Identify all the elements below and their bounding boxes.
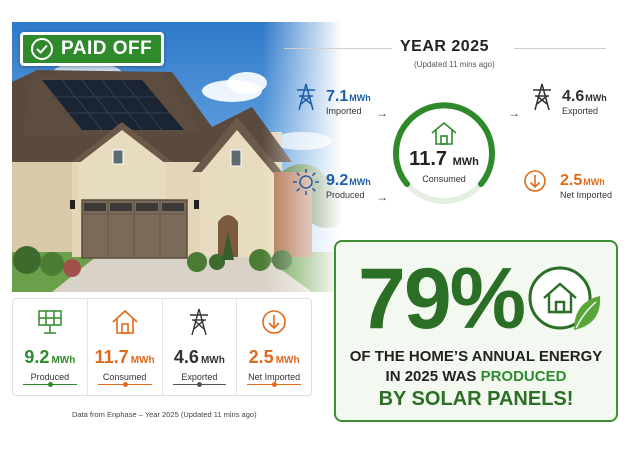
paid-off-label: PAID OFF (61, 38, 153, 59)
stat-label: Exported (181, 372, 218, 382)
power-tower-icon (533, 83, 551, 111)
stat-value: 2.5 (248, 347, 274, 367)
paid-off-badge: PAID OFF (20, 32, 164, 66)
net-imported-label: Net Imported (560, 190, 613, 200)
consumed-ring (393, 102, 495, 204)
solar-summary: 79% OF THE HOME’S ANNUAL ENERGY IN 2025 … (334, 240, 618, 422)
stat-unit: MWh (51, 355, 76, 366)
exported-flow: 4.6MWh Exported (562, 88, 607, 116)
exported-unit: MWh (585, 93, 607, 103)
down-arrow-circle-icon (262, 310, 286, 334)
net-imported-unit: MWh (583, 177, 605, 187)
net-imported-flow: 2.5MWh Net Imported (560, 172, 612, 200)
stats-strip: 9.2 MWh Produced 11.7 MWh Consumed (12, 298, 312, 396)
year-title: YEAR 2025 (400, 38, 489, 55)
stat-produced: 9.2 MWh Produced (13, 299, 88, 395)
stat-consumed: 11.7 MWh Consumed (88, 299, 163, 395)
summary-line-2: IN 2025 WAS PRODUCED (385, 368, 567, 385)
arrow-right-icon: → (376, 106, 388, 120)
exported-value: 4.6 (562, 88, 585, 105)
updated-text: (Updated 11 mins ago) (414, 60, 495, 69)
arrow-right-icon: → (376, 190, 388, 204)
imported-label: Imported (326, 106, 362, 116)
stat-label: Produced (30, 372, 70, 382)
net-imported-value: 2.5 (560, 172, 583, 189)
stat-value: 9.2 (24, 347, 50, 367)
consumed-value: 11.7 MWh (409, 148, 479, 170)
solar-panel-icon (38, 310, 62, 334)
imported-unit: MWh (349, 93, 371, 103)
stat-unit: MWh (275, 355, 300, 366)
source-note: Data from Enphase – Year 2025 (Updated 1… (72, 410, 257, 419)
produced-flow: 9.2MWh Produced (326, 172, 371, 200)
imported-value: 7.1 (326, 88, 349, 105)
exported-label: Exported (562, 106, 599, 116)
stat-unit: MWh (200, 355, 225, 366)
stat-value: 4.6 (173, 347, 199, 367)
power-tower-icon (190, 308, 209, 336)
power-tower-icon (297, 83, 315, 111)
imported-flow: 7.1MWh Imported (326, 88, 371, 116)
summary-line-3: BY SOLAR PANELS! (378, 388, 574, 410)
stat-label: Net Imported (248, 372, 301, 382)
stat-label: Consumed (102, 372, 147, 382)
produced-label: Produced (326, 190, 365, 200)
home-leaf-icon (528, 266, 601, 330)
house-photo (12, 22, 342, 292)
stat-net-imported: 2.5 MWh Net Imported (237, 299, 311, 395)
produced-unit: MWh (349, 177, 371, 187)
stat-unit: MWh (130, 355, 155, 366)
arrow-right-icon: → (508, 106, 520, 120)
check-circle-icon (31, 38, 53, 60)
produced-value: 9.2 (326, 172, 349, 189)
sun-icon (293, 169, 319, 195)
stat-exported: 4.6 MWh Exported (163, 299, 238, 395)
home-icon (112, 309, 138, 334)
energy-card: PAID OFF 9.2 MWh Produced (12, 22, 628, 428)
stat-value: 11.7 (94, 347, 129, 367)
solar-percent: 79% (358, 251, 526, 347)
consumed-label: Consumed (422, 174, 466, 184)
summary-line-1: OF THE HOME’S ANNUAL ENERGY (349, 348, 603, 365)
down-arrow-circle-icon (524, 170, 546, 192)
